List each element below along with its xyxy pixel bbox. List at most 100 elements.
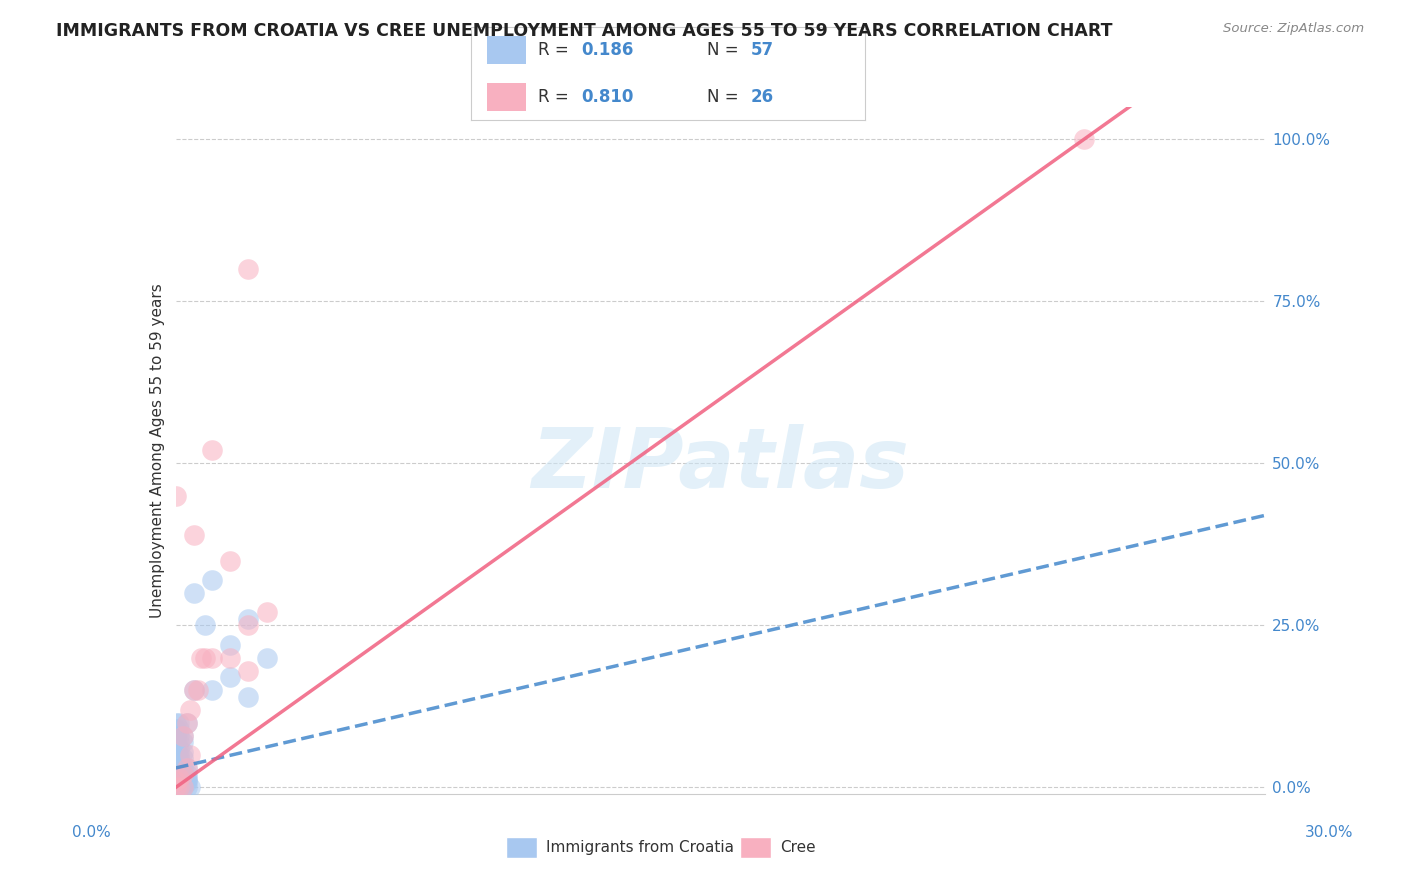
Point <box>176 767 198 781</box>
Point <box>172 735 194 749</box>
Point <box>1073 132 1095 146</box>
Point <box>183 586 205 600</box>
Point <box>194 650 217 665</box>
Point <box>172 780 194 795</box>
Point <box>201 573 224 587</box>
Text: 26: 26 <box>751 88 773 106</box>
Point <box>219 638 242 652</box>
Point <box>172 729 194 743</box>
Point <box>183 683 205 698</box>
Point <box>172 780 194 795</box>
Point <box>169 771 191 785</box>
Point <box>219 650 242 665</box>
Text: Source: ZipAtlas.com: Source: ZipAtlas.com <box>1223 22 1364 36</box>
Point <box>169 735 191 749</box>
Point <box>201 683 224 698</box>
Point <box>165 773 187 788</box>
Point <box>169 764 191 779</box>
Point <box>169 777 191 791</box>
Text: IMMIGRANTS FROM CROATIA VS CREE UNEMPLOYMENT AMONG AGES 55 TO 59 YEARS CORRELATI: IMMIGRANTS FROM CROATIA VS CREE UNEMPLOY… <box>56 22 1112 40</box>
Point <box>165 773 187 788</box>
Point <box>186 683 209 698</box>
Point <box>201 650 224 665</box>
Point <box>238 262 260 277</box>
Point <box>172 777 194 791</box>
Point <box>165 777 187 791</box>
Point <box>169 729 191 743</box>
Point <box>165 735 187 749</box>
Point <box>179 780 201 795</box>
Point <box>165 767 187 781</box>
Point <box>183 527 205 541</box>
Point <box>169 751 191 765</box>
Point <box>256 650 278 665</box>
Bar <box>740 837 770 858</box>
Point <box>176 771 198 785</box>
Point <box>169 715 191 730</box>
Point <box>176 775 198 789</box>
Point <box>169 722 191 736</box>
Text: N =: N = <box>707 41 744 59</box>
Point <box>165 755 187 769</box>
Text: ZIPatlas: ZIPatlas <box>531 424 910 505</box>
Point <box>172 745 194 759</box>
Point <box>201 443 224 458</box>
Text: R =: R = <box>538 88 574 106</box>
Point <box>238 664 260 678</box>
Text: 0.186: 0.186 <box>581 41 634 59</box>
Point <box>176 761 198 775</box>
Point <box>169 771 191 785</box>
Point <box>179 703 201 717</box>
Text: 30.0%: 30.0% <box>1305 825 1353 840</box>
Point <box>172 771 194 785</box>
Text: Immigrants from Croatia: Immigrants from Croatia <box>546 840 734 855</box>
Text: R =: R = <box>538 41 574 59</box>
Point <box>176 772 198 787</box>
Point <box>176 715 198 730</box>
Point <box>165 715 187 730</box>
Point <box>172 767 194 781</box>
Point <box>256 606 278 620</box>
Bar <box>506 837 537 858</box>
Point <box>238 690 260 704</box>
Point <box>165 489 187 503</box>
Text: Cree: Cree <box>780 840 815 855</box>
Point <box>169 755 191 769</box>
Point <box>169 767 191 781</box>
Point <box>165 764 187 779</box>
Point <box>169 747 191 762</box>
Point <box>183 683 205 698</box>
Point <box>172 751 194 765</box>
Point <box>165 780 187 795</box>
Point <box>194 618 217 632</box>
Y-axis label: Unemployment Among Ages 55 to 59 years: Unemployment Among Ages 55 to 59 years <box>149 283 165 618</box>
Text: 0.810: 0.810 <box>581 88 634 106</box>
Point <box>238 612 260 626</box>
Point <box>169 741 191 756</box>
Text: 57: 57 <box>751 41 773 59</box>
Point <box>165 729 187 743</box>
Point <box>169 773 191 788</box>
Point <box>172 767 194 781</box>
Point <box>238 618 260 632</box>
Point <box>165 771 187 785</box>
Point <box>165 722 187 736</box>
Point <box>190 650 212 665</box>
Text: 0.0%: 0.0% <box>72 825 111 840</box>
Point <box>176 780 198 795</box>
Point <box>169 757 191 772</box>
Bar <box>486 36 526 64</box>
Text: N =: N = <box>707 88 744 106</box>
Point <box>219 670 242 684</box>
Point <box>165 741 187 756</box>
Point <box>219 553 242 567</box>
Point <box>172 773 194 788</box>
Point <box>176 715 198 730</box>
Point <box>165 751 187 765</box>
Point <box>169 780 191 795</box>
Point <box>165 747 187 762</box>
Bar <box>486 83 526 111</box>
Point <box>176 761 198 775</box>
Point <box>165 757 187 772</box>
Point <box>172 761 194 775</box>
